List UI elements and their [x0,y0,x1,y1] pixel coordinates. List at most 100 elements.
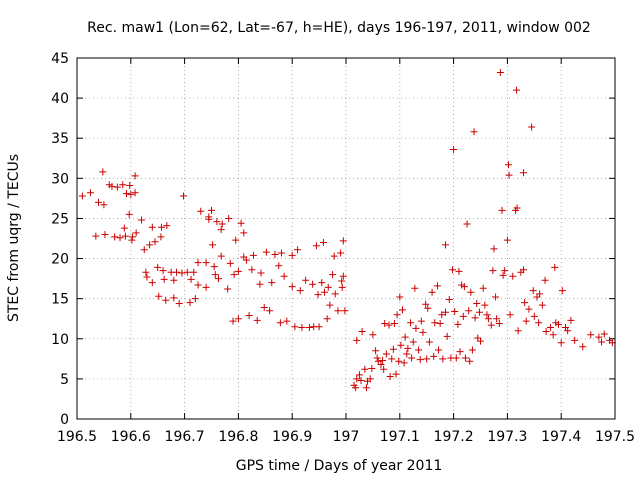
data-point [398,306,406,314]
data-point [423,355,431,363]
data-point [163,222,171,230]
data-point [501,267,509,275]
data-point [411,284,419,292]
data-point [401,333,409,341]
data-point [291,323,299,331]
data-point [146,241,154,249]
data-point [386,372,394,380]
data-point [452,354,460,362]
data-point [355,371,363,379]
data-point [513,86,521,94]
data-point [275,262,283,270]
data-point [372,347,380,355]
data-point [571,336,579,344]
data-point [460,283,468,291]
data-point [288,251,296,259]
data-point [111,233,119,241]
data-point [100,201,108,209]
data-point [128,236,136,244]
data-point [155,292,163,300]
grid [77,58,615,419]
data-point [329,271,337,279]
data-point [509,272,517,280]
data-point [397,341,405,349]
data-point [101,230,109,238]
data-point [555,320,563,328]
data-point [108,182,116,190]
data-point [202,283,210,291]
data-point [339,272,347,280]
data-point [175,299,183,307]
data-point [262,248,270,256]
data-point [431,319,439,327]
data-point [557,339,565,347]
data-point [253,316,261,324]
data-point [187,275,195,283]
data-point [425,338,433,346]
data-point [113,183,121,191]
data-point [92,232,100,240]
data-point [131,172,139,180]
data-point [249,251,257,259]
data-point [520,266,528,274]
data-point [388,355,396,363]
data-point [366,375,374,383]
data-point [541,276,549,284]
x-tick-label: 197.1 [380,429,420,445]
data-point [127,190,135,198]
data-point [449,266,457,274]
data-point [226,259,234,267]
data-point [202,259,210,267]
data-point [451,308,459,316]
data-point [542,328,550,336]
data-point [412,324,420,332]
data-point [237,219,245,227]
data-point [142,268,150,276]
data-point [210,263,218,271]
x-tick-label: 196.6 [111,429,151,445]
data-points [78,68,616,392]
data-point [379,356,387,364]
data-point [415,346,423,354]
y-tick-label: 10 [51,332,69,348]
data-point [330,252,338,260]
data-point [324,283,332,291]
x-tick-label: 196.5 [57,429,97,445]
data-point [338,283,346,291]
data-point [305,324,313,332]
data-point [128,233,136,241]
data-point [438,311,446,319]
data-point [549,331,557,339]
data-point [567,316,575,324]
data-point [506,311,514,319]
data-point [598,338,606,346]
data-point [525,305,533,313]
data-point [225,214,233,222]
data-point [337,249,345,257]
data-point [390,320,398,328]
data-point [159,267,167,275]
data-point [173,268,181,276]
x-tick-label: 196.8 [218,429,258,445]
x-tick-label: 197 [333,429,360,445]
y-tick-label: 20 [51,252,69,268]
data-point [148,223,156,231]
data-point [528,123,536,131]
x-tick-label: 197.3 [487,429,527,445]
data-point [268,279,276,287]
data-point [312,242,320,250]
data-point [99,168,107,176]
data-point [468,346,476,354]
data-point [309,280,317,288]
data-point [298,324,306,332]
data-point [433,282,441,290]
data-point [489,267,497,275]
data-point [283,317,291,325]
data-point [194,281,202,289]
data-point [138,216,146,224]
data-point [490,245,498,253]
data-point [116,234,124,242]
data-point [483,311,491,319]
data-point [456,348,464,356]
